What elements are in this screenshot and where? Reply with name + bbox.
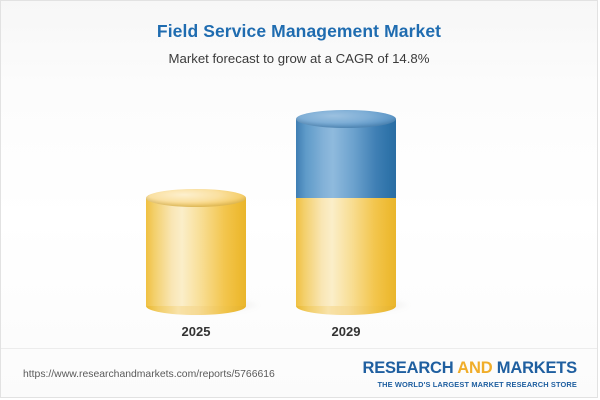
cylinder-top-rim (146, 189, 246, 207)
bar-segment-2025-base (146, 189, 246, 315)
bar-segment-2029-growth (296, 110, 396, 198)
page-title: Field Service Management Market (156, 21, 442, 41)
bar-segment-2029-base (296, 198, 396, 315)
brand-logo[interactable]: RESEARCH AND MARKETS THE WORLD'S LARGEST… (362, 360, 577, 388)
x-axis-label-2029: 2029 (331, 324, 361, 339)
cylinder-body (146, 198, 246, 306)
cylinder-top-ellipse (146, 189, 246, 207)
cylinder-body (296, 119, 396, 198)
cylinder-top-rim (296, 110, 396, 128)
logo-word-and: AND (457, 359, 493, 378)
chart-plot-area: USD 5.12 Billion 2025 USD 8.87 Billion (1, 86, 597, 341)
chart-subtitle: Market forecast to grow at a CAGR of 14.… (168, 51, 430, 66)
logo-word-research: RESEARCH (362, 359, 458, 378)
logo-wordmark: RESEARCH AND MARKETS (362, 360, 577, 377)
footer-divider (1, 348, 597, 349)
chart-header: Field Service Management Market Market f… (1, 1, 597, 66)
cylinder-top-ellipse (296, 110, 396, 128)
footer: https://www.researchandmarkets.com/repor… (1, 349, 597, 397)
x-axis-label-2025: 2025 (181, 324, 211, 339)
cylinder-body (296, 198, 396, 306)
report-url[interactable]: https://www.researchandmarkets.com/repor… (23, 368, 275, 380)
logo-word-markets: MARKETS (492, 359, 577, 378)
logo-tagline: THE WORLD'S LARGEST MARKET RESEARCH STOR… (377, 379, 577, 389)
